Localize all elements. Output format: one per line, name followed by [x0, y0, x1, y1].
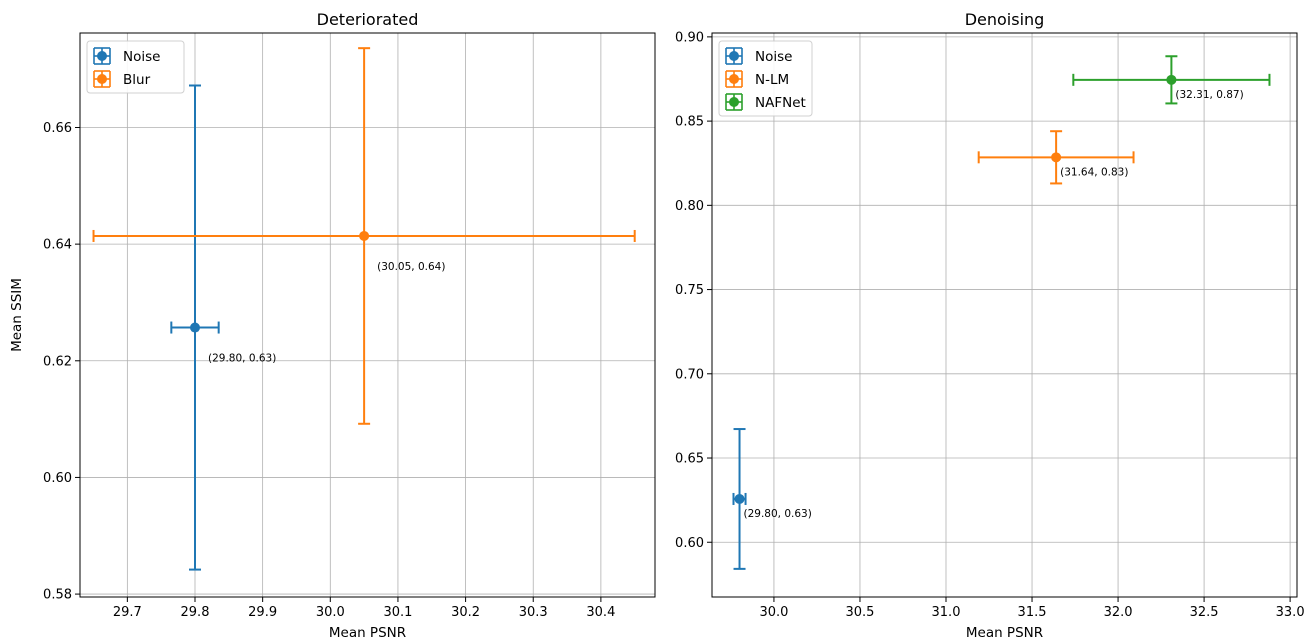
data-point — [734, 493, 745, 504]
series-blur: (30.05, 0.64) — [92, 47, 636, 425]
y-tick-label: 0.64 — [43, 238, 72, 253]
x-tick-label: 29.9 — [248, 605, 277, 620]
data-point — [1051, 152, 1062, 163]
legend — [86, 40, 185, 94]
y-tick-label: 0.70 — [675, 367, 704, 382]
chart-denoising: 30.0 30.5 31.0 31.5 32.0 32.5 33.0 0.60 0.65 0.70… — [675, 10, 1305, 641]
x-tick-label: 32.5 — [1190, 605, 1219, 620]
x-tick-label: 30.1 — [383, 605, 412, 620]
chart-title: Denoising — [965, 10, 1045, 29]
x-tick-label: 30.0 — [316, 605, 345, 620]
y-tick-label: 0.85 — [675, 115, 704, 130]
data-point — [1166, 74, 1177, 85]
series-noise: (29.80, 0.63) — [732, 428, 812, 570]
data-point — [190, 322, 200, 333]
legend-label: Noise — [755, 49, 792, 65]
series-noise: (29.80, 0.63) — [170, 84, 276, 571]
series-nafnet: (32.31, 0.87) — [1072, 55, 1271, 105]
legend-label: NAFNet — [755, 95, 806, 111]
legend-label: N-LM — [755, 72, 789, 88]
x-tick-label: 29.8 — [181, 605, 210, 620]
x-axis-label: Mean PSNR — [329, 625, 406, 641]
y-tick-label: 0.60 — [43, 471, 72, 486]
y-tick-label: 0.62 — [43, 354, 72, 369]
legend-marker-dot — [729, 51, 739, 61]
legend-label: Blur — [123, 72, 151, 88]
x-tick-label: 30.5 — [845, 605, 874, 620]
y-tick-label: 0.65 — [675, 452, 704, 467]
legend-label: Noise — [123, 49, 160, 65]
data-point — [359, 230, 370, 241]
y-tick-label: 0.75 — [675, 283, 704, 298]
x-tick-label: 31.0 — [932, 605, 961, 620]
plot-frame — [79, 32, 656, 598]
y-tick-label: 0.58 — [43, 588, 72, 603]
point-annotation: (31.64, 0.83) — [1060, 166, 1128, 178]
y-tick-label: 0.80 — [675, 199, 704, 214]
plot-frame — [711, 32, 1298, 598]
x-axis-label: Mean PSNR — [966, 625, 1043, 641]
y-tick-label: 0.60 — [675, 536, 704, 551]
series-n-lm: (31.64, 0.83) — [977, 130, 1135, 185]
point-annotation: (32.31, 0.87) — [1175, 89, 1243, 101]
x-tick-label: 32.0 — [1104, 605, 1133, 620]
legend-marker-dot — [97, 51, 107, 61]
x-tick-label: 33.0 — [1276, 605, 1305, 620]
point-annotation: (30.05, 0.64) — [377, 261, 445, 273]
x-tick-label: 31.5 — [1018, 605, 1047, 620]
y-tick-label: 0.90 — [675, 30, 704, 45]
x-tick-label: 30.0 — [759, 605, 788, 620]
chart-title: Deteriorated — [317, 10, 419, 29]
x-tick-label: 30.2 — [451, 605, 480, 620]
point-annotation: (29.80, 0.63) — [208, 353, 276, 365]
y-tick-label: 0.66 — [43, 121, 72, 136]
x-tick-label: 29.7 — [113, 605, 142, 620]
legend-marker-dot — [729, 97, 739, 107]
chart-deteriorated: 29.7 29.8 29.9 30.0 30.1 30.2 30.3 30.4 0.58 0.60… — [9, 10, 656, 641]
legend-marker-dot — [729, 74, 739, 84]
legend-marker-dot — [97, 74, 107, 84]
x-tick-label: 30.4 — [586, 605, 615, 620]
x-tick-label: 30.3 — [519, 605, 548, 620]
y-axis-label: Mean SSIM — [9, 278, 25, 352]
point-annotation: (29.80, 0.63) — [744, 508, 812, 520]
